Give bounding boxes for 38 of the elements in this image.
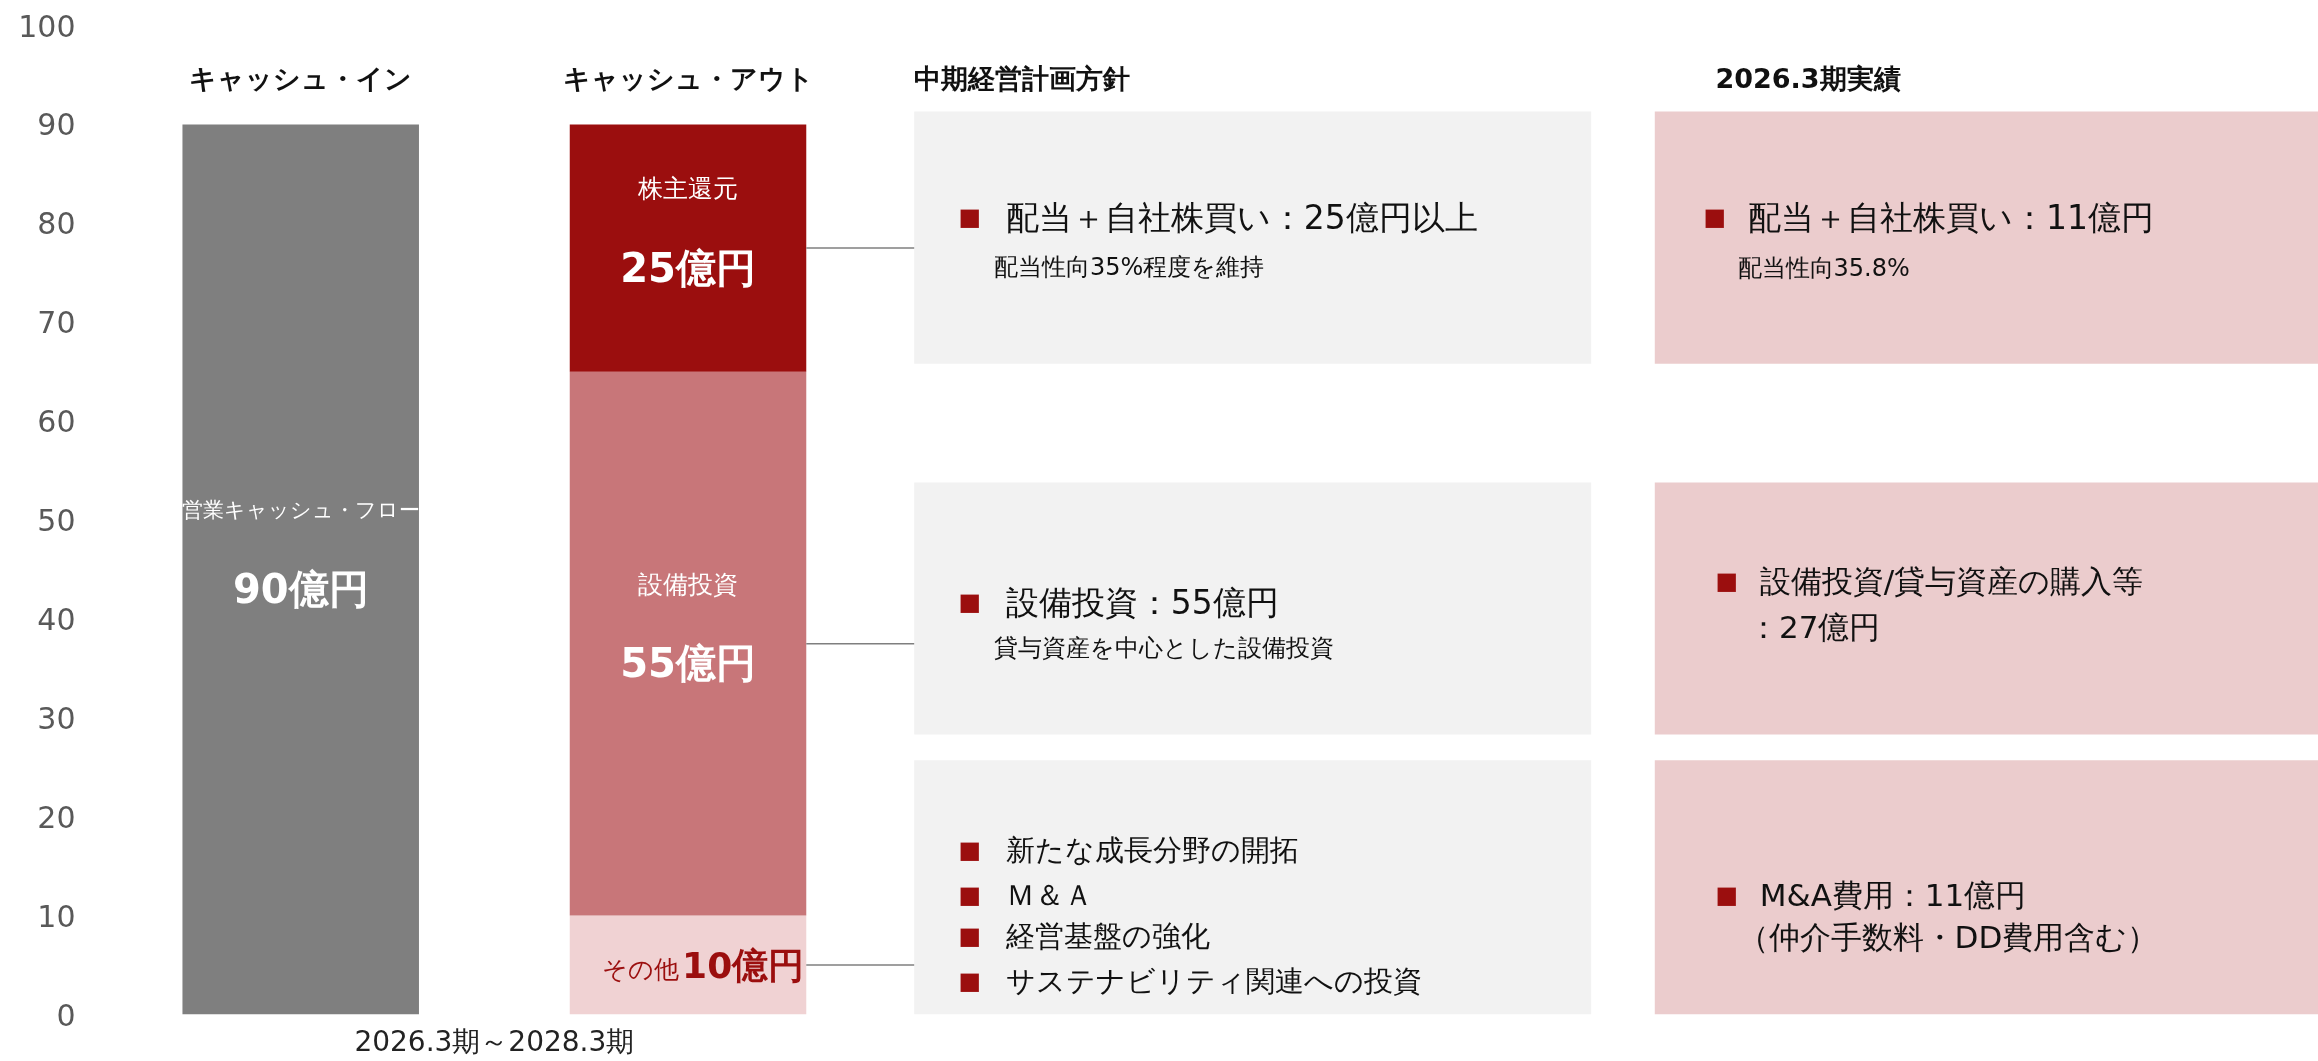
text: 配当性向35.8% [1737, 253, 1910, 282]
text: ■ 設備投資/貸与資産の購入等 [1715, 563, 2144, 600]
y-tick-label: 80 [37, 206, 76, 242]
text: ■ Ｍ＆Ａ [958, 877, 1093, 912]
text: 貸与資産を中心とした設備投資 [994, 633, 1334, 662]
series-label: 設備投資 [638, 569, 739, 599]
series-label: 営業キャッシュ・フロー [181, 498, 420, 523]
y-tick-label: 40 [37, 601, 76, 637]
text: 中期経営計画方針 [914, 63, 1131, 95]
text: （仲介手数料・DD費用含む） [1737, 919, 2159, 956]
data-label: 90億円 [232, 566, 369, 613]
data-label: 55億円 [620, 640, 756, 687]
y-tick-label: 70 [37, 305, 76, 341]
y-tick-label: 0 [56, 997, 76, 1033]
y-tick-label: 90 [37, 107, 76, 143]
y-tick-label: 50 [37, 503, 76, 538]
series-label: 株主還元 [637, 174, 739, 204]
x-tick-label: キャッシュ・アウト [562, 63, 814, 95]
y-tick-label: 20 [37, 799, 76, 835]
data-label: 10億円 [682, 944, 805, 986]
text: 配当性向35%程度を維持 [994, 252, 1265, 281]
x-axis-title: 2026.3期～2028.3期 [354, 1024, 635, 1058]
text: ：27億円 [1747, 608, 1881, 645]
series-label: その他 [602, 955, 680, 985]
x-tick-label: キャッシュ・イン [189, 63, 413, 95]
y-tick-label: 100 [18, 8, 76, 44]
y-tick-label: 10 [37, 898, 76, 934]
text: 2026.3期実績 [1715, 63, 1901, 95]
data-label: 25億円 [620, 244, 756, 291]
text: ■ 設備投資：55億円 [958, 582, 1279, 622]
y-tick-label: 30 [37, 700, 76, 736]
text: ■ サステナビリティ関連への投資 [958, 963, 1422, 998]
text: ■ 配当＋自社株買い：11億円 [1703, 197, 2154, 237]
text: ■ 経営基盤の強化 [958, 919, 1210, 954]
text: ■ 新たな成長分野の開拓 [958, 833, 1299, 868]
text: ■ M&A費用：11億円 [1715, 876, 2027, 913]
y-tick-label: 60 [37, 404, 76, 440]
text: ■ 配当＋自社株買い：25億円以上 [958, 197, 1478, 237]
